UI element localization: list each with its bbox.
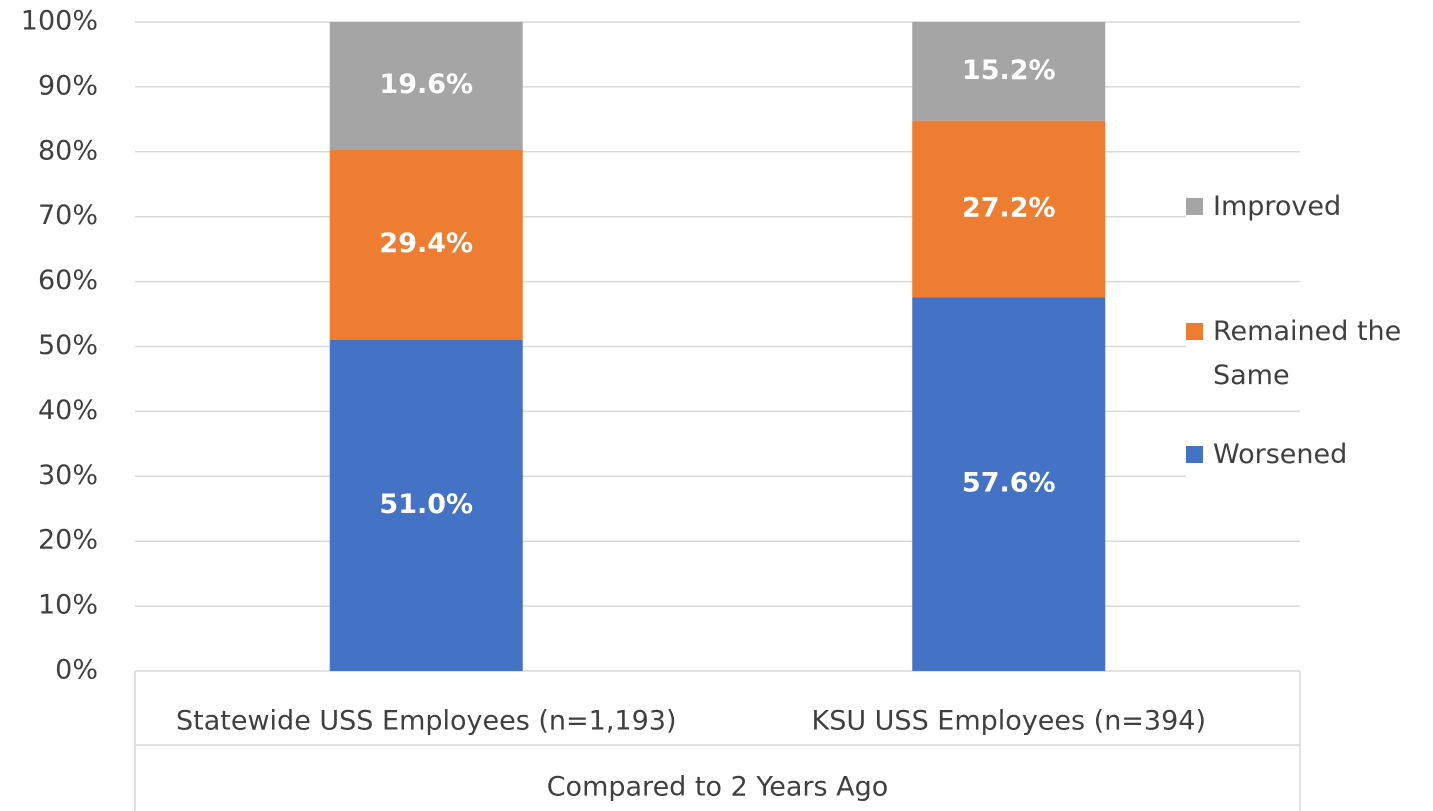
y-tick-label: 0%: [55, 655, 98, 686]
legend-swatch: [1186, 198, 1203, 215]
legend-label: Improved: [1213, 191, 1342, 222]
y-tick-label: 50%: [38, 330, 98, 361]
legend-label: Worsened: [1213, 439, 1348, 470]
x-axis-label: Compared to 2 Years Ago: [547, 772, 889, 803]
y-tick-label: 60%: [38, 265, 98, 296]
y-tick-label: 10%: [38, 590, 98, 621]
data-label: 51.0%: [379, 489, 473, 520]
y-tick-label: 70%: [38, 200, 98, 231]
data-label: 15.2%: [962, 55, 1056, 86]
y-tick-label: 30%: [38, 460, 98, 491]
y-tick-label: 40%: [38, 395, 98, 426]
y-tick-label: 20%: [38, 525, 98, 556]
x-tick-label: Statewide USS Employees (n=1,193): [176, 706, 676, 737]
bar-segment: [329, 149, 523, 341]
bar-segment: [912, 297, 1106, 671]
bar-segment: [329, 340, 523, 671]
y-tick-label: 100%: [21, 6, 98, 37]
data-label: 19.6%: [379, 69, 473, 100]
legend-swatch: [1186, 323, 1203, 340]
legend-item: Remained the Same: [1186, 310, 1431, 398]
y-tick-label: 80%: [38, 135, 98, 166]
data-label: 57.6%: [962, 468, 1056, 499]
bar-segment: [912, 22, 1106, 121]
legend-label: Remained the Same: [1213, 316, 1402, 391]
bar-segment: [329, 22, 523, 150]
x-tick-label: KSU USS Employees (n=394): [811, 706, 1206, 737]
bar-segment: [912, 120, 1106, 298]
legend-swatch: [1186, 446, 1203, 463]
data-label: 29.4%: [379, 228, 473, 259]
legend-item: Worsened: [1186, 433, 1431, 477]
legend-item: Improved: [1186, 185, 1431, 229]
data-label: 27.2%: [962, 192, 1056, 223]
y-tick-label: 90%: [38, 70, 98, 101]
